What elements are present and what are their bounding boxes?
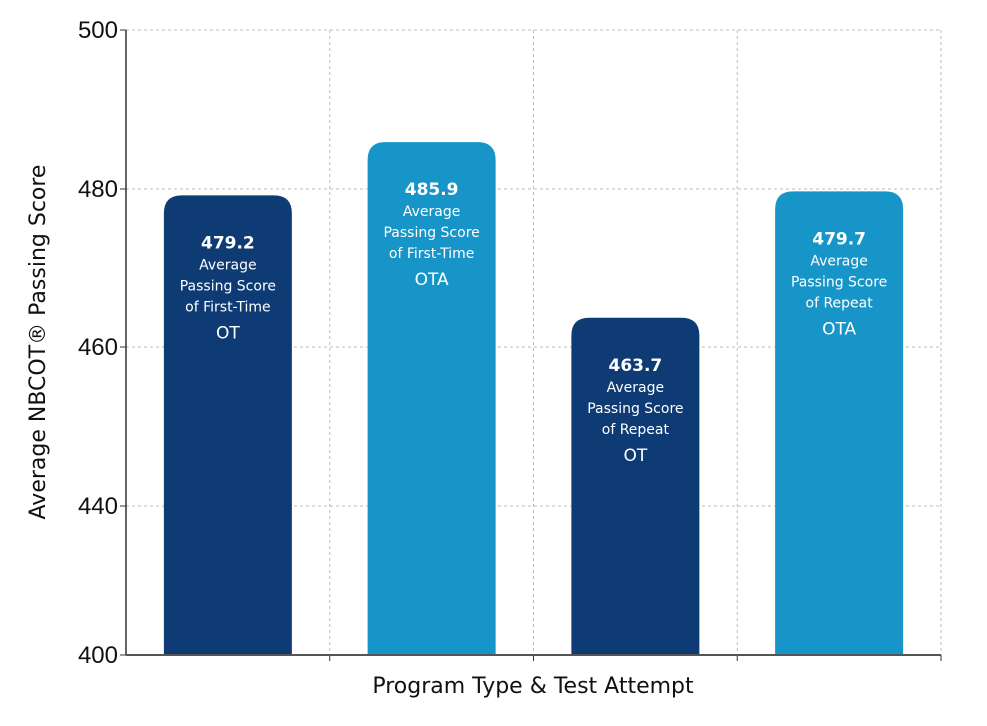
bar-value-label: 485.9 <box>405 180 459 200</box>
bar-3 <box>571 317 700 655</box>
bar-program-label: OTA <box>822 319 856 339</box>
bar-value-label: 479.7 <box>812 229 866 249</box>
y-tick-label: 460 <box>78 334 118 361</box>
axes: 400 440 460 480 500 <box>78 17 942 669</box>
bar-description-label: Average <box>607 380 665 396</box>
bar-description-label: of Repeat <box>602 422 670 438</box>
bar-program-label: OT <box>216 323 240 343</box>
bar-description-label: Average <box>810 253 868 269</box>
bar-program-label: OT <box>623 446 647 466</box>
bar-program-label: OTA <box>415 270 449 290</box>
bar-description-label: of First-Time <box>389 246 474 262</box>
bar-value-label: 479.2 <box>201 233 255 253</box>
bar-value-label: 463.7 <box>608 356 662 376</box>
bar-description-label: of First-Time <box>185 299 270 315</box>
y-tick-label: 440 <box>78 493 118 520</box>
bar-description-label: Average <box>199 257 257 273</box>
bar-2 <box>367 142 496 656</box>
bar-description-label: of Repeat <box>806 295 874 311</box>
bar-description-label: Passing Score <box>383 225 479 241</box>
y-axis-label: Average NBCOT® Passing Score <box>26 165 51 520</box>
bar-description-label: Passing Score <box>791 274 887 290</box>
y-tick-label: 500 <box>78 17 118 44</box>
bar-description-label: Passing Score <box>587 401 683 417</box>
y-tick-label: 480 <box>78 176 118 203</box>
bar-description-label: Passing Score <box>180 278 276 294</box>
bars: 479.2 Average Passing Score of First-Time OT… <box>163 142 904 656</box>
bar-1 <box>163 195 292 655</box>
x-axis-label: Program Type & Test Attempt <box>372 674 694 699</box>
bar-4 <box>775 191 904 655</box>
y-tick-label: 400 <box>78 642 118 669</box>
bar-description-label: Average <box>403 204 461 220</box>
